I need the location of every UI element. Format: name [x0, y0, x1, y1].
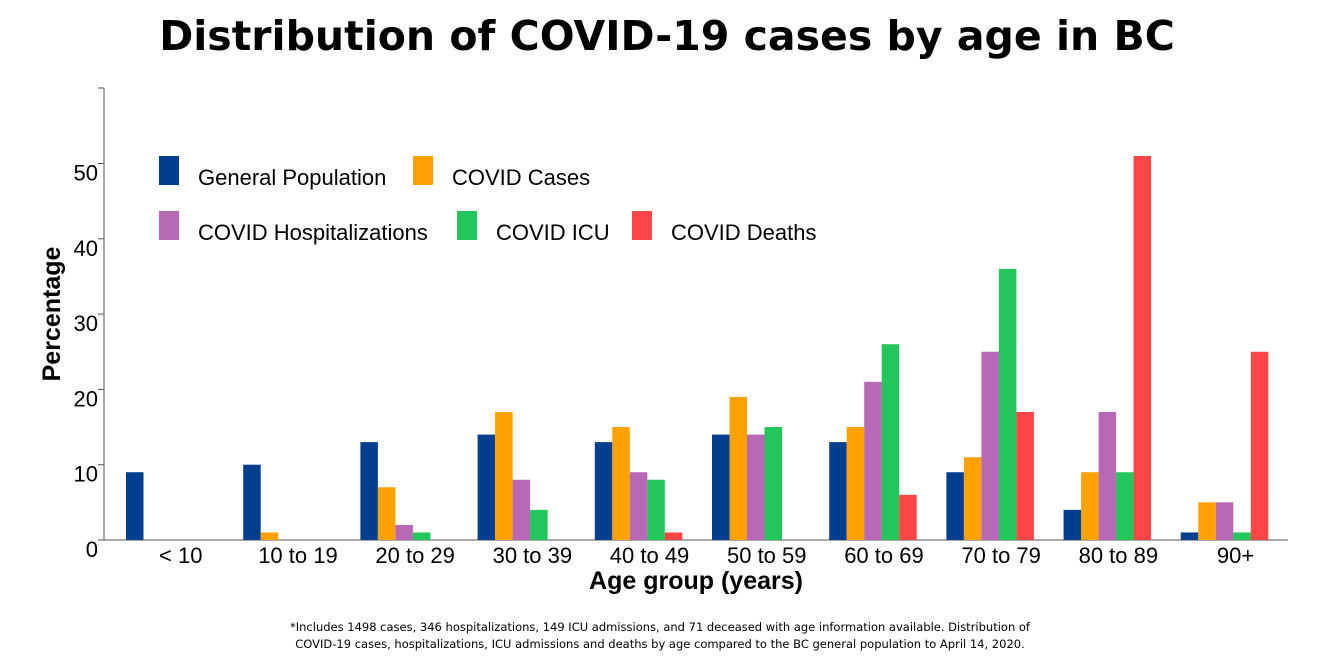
bar	[126, 472, 144, 540]
bar	[1250, 351, 1269, 540]
legend-label: General Population	[198, 165, 386, 190]
y-tick-label: 30	[74, 311, 98, 336]
bar	[1116, 472, 1134, 540]
bar	[946, 472, 964, 540]
x-tick-label: 70 to 79	[961, 543, 1041, 568]
bar	[395, 524, 413, 540]
bars	[126, 155, 1269, 540]
bar	[1198, 502, 1216, 540]
y-tick-label: 10	[74, 462, 98, 487]
x-tick-label: 30 to 39	[493, 543, 573, 568]
bar	[647, 479, 665, 540]
footnote-line-1: *Includes 1498 cases, 346 hospitalizatio…	[290, 620, 1030, 634]
legend-swatch	[413, 156, 433, 185]
bar	[1098, 411, 1117, 540]
legend-swatch	[457, 211, 477, 240]
footnote-line-2: COVID-19 cases, hospitalizations, ICU ad…	[295, 637, 1025, 651]
bar	[729, 396, 747, 540]
bar	[1063, 509, 1082, 540]
y-tick-label: 50	[74, 161, 98, 186]
bar	[360, 442, 378, 540]
bar	[712, 434, 730, 540]
bar	[899, 494, 917, 540]
bar	[612, 427, 630, 540]
bar	[981, 351, 999, 540]
x-tick-label: 50 to 59	[727, 543, 807, 568]
y-tick-label: 40	[74, 236, 98, 261]
bar	[747, 434, 765, 540]
chart-title: Distribution of COVID-19 cases by age in…	[159, 12, 1175, 60]
axes: 0 10 20 30 40 50 < 10 10 to 19 20 to 29 30 to 39 4…	[74, 87, 1288, 568]
bar	[1016, 411, 1034, 540]
bar	[764, 427, 782, 540]
bar	[243, 464, 261, 540]
x-tick-label: 20 to 29	[375, 543, 455, 568]
bar	[864, 381, 882, 540]
y-axis-label: Percentage	[38, 247, 66, 382]
bar	[1180, 532, 1199, 540]
footnote: *Includes 1498 cases, 346 hospitalizatio…	[0, 619, 1320, 653]
bar	[477, 434, 496, 540]
y-tick-label: 20	[74, 386, 98, 411]
x-tick-label: 40 to 49	[610, 543, 690, 568]
bar	[963, 457, 982, 540]
bar	[1215, 502, 1234, 540]
bar	[530, 509, 548, 540]
bar	[260, 532, 279, 540]
bar	[594, 442, 613, 540]
legend-swatch	[632, 211, 652, 240]
bar	[495, 411, 513, 540]
x-tick-label: 90+	[1217, 543, 1254, 568]
x-axis-label: Age group (years)	[589, 567, 803, 595]
y-tick-label: 0	[86, 537, 98, 562]
bar	[846, 427, 865, 540]
bar	[377, 487, 396, 540]
legend-swatch	[159, 211, 179, 240]
legend-label: COVID Deaths	[671, 220, 817, 245]
bar	[998, 268, 1017, 540]
bar	[1081, 472, 1099, 540]
legend: General Population COVID Cases COVID Hospi…	[159, 156, 817, 245]
bar	[1133, 155, 1152, 540]
bar	[629, 472, 648, 540]
bar	[512, 479, 531, 540]
legend-label: COVID Hospitalizations	[198, 220, 428, 245]
x-tick-label: 80 to 89	[1079, 543, 1159, 568]
bar	[664, 532, 683, 540]
x-tick-label: 60 to 69	[844, 543, 924, 568]
legend-swatch	[159, 156, 179, 185]
x-tick-label: 10 to 19	[258, 543, 338, 568]
legend-label: COVID ICU	[496, 220, 610, 245]
bar	[412, 532, 431, 540]
bar	[1233, 532, 1251, 540]
x-tick-label: < 10	[159, 543, 202, 568]
bar	[829, 442, 847, 540]
legend-label: COVID Cases	[452, 165, 590, 190]
bar	[881, 344, 900, 540]
